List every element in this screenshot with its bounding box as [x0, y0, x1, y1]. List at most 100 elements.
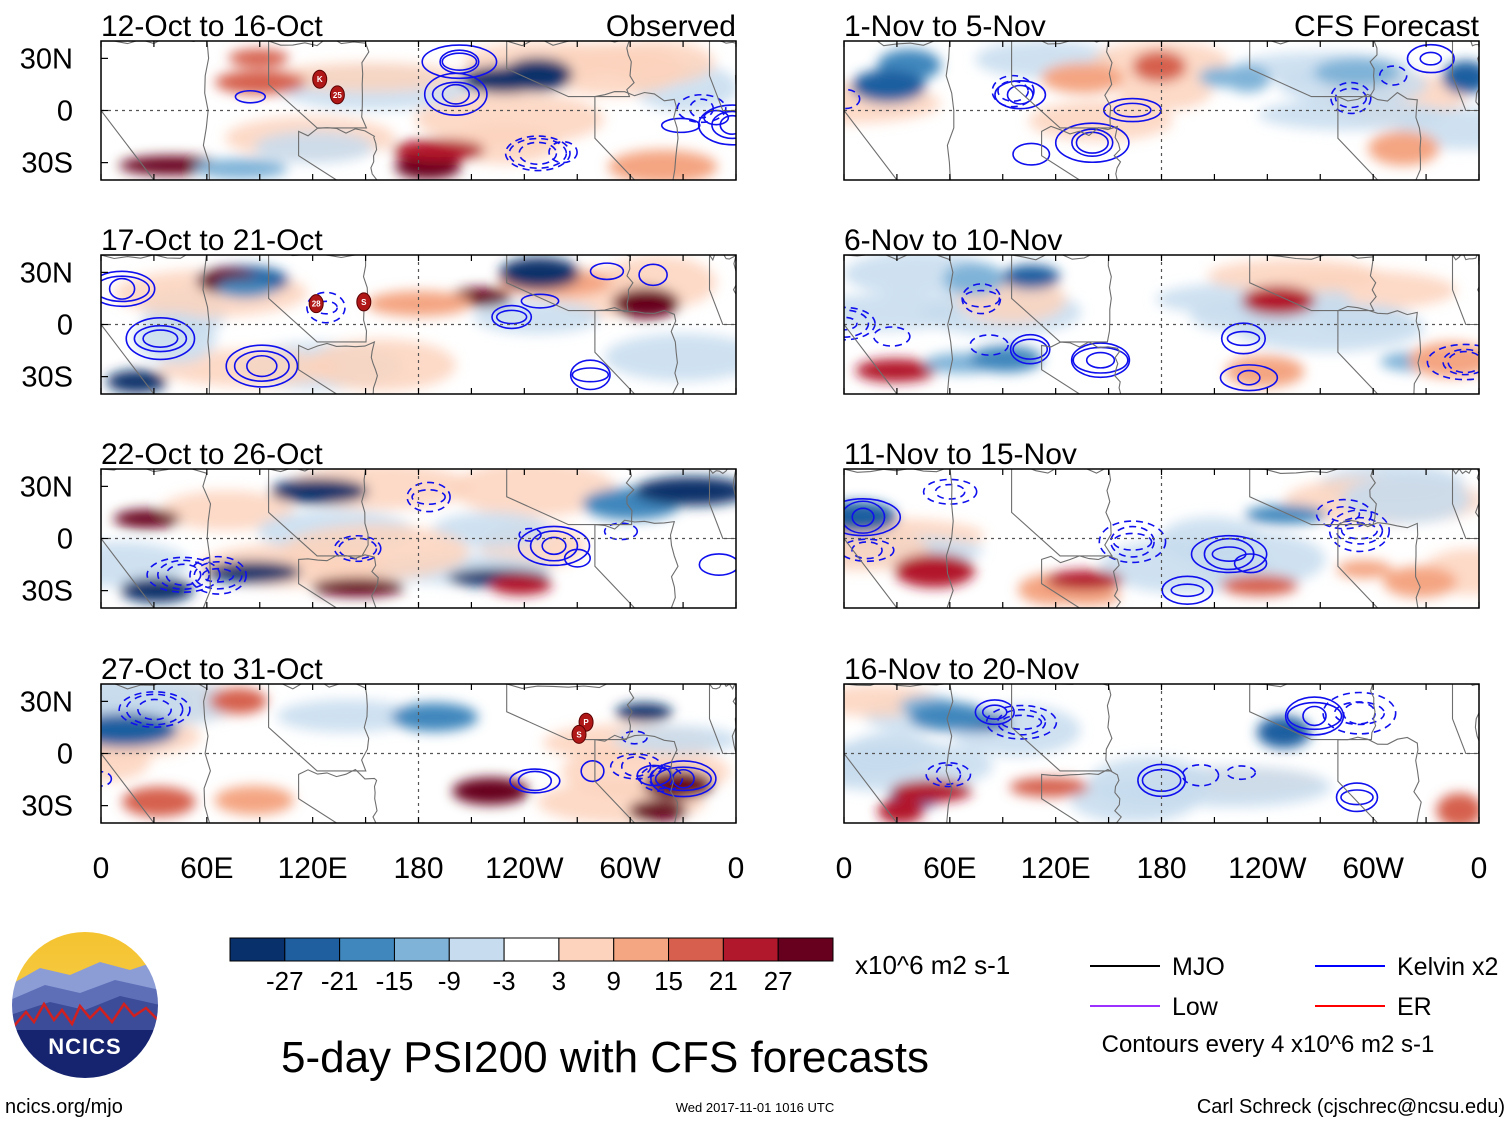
storm-marker-label: S	[361, 298, 367, 307]
kelvin-contour	[676, 93, 727, 124]
kelvin-contour	[689, 98, 715, 119]
anomaly-center	[205, 561, 302, 584]
kelvin-contour	[101, 275, 151, 303]
coastline	[506, 255, 634, 312]
anomaly-blob	[101, 738, 151, 782]
anomaly-center	[1442, 60, 1479, 95]
footer-site-link[interactable]: ncics.org/mjo	[5, 1096, 123, 1118]
kelvin-contour	[844, 88, 861, 110]
anomaly-blob	[274, 62, 464, 92]
coastline	[594, 519, 679, 608]
legend-label: ER	[1397, 993, 1432, 1021]
kelvin-contour	[411, 489, 446, 506]
kelvin-contour	[1335, 516, 1384, 545]
kelvin-contour	[234, 89, 267, 104]
kelvin-contour	[922, 478, 978, 505]
kelvin-contour	[698, 553, 736, 577]
kelvin-contour	[1012, 142, 1051, 166]
y-tick-label: 30S	[21, 576, 73, 608]
coastline	[506, 469, 635, 526]
map-panel: 11-Nov to 15-Nov	[843, 438, 1480, 609]
anomaly-center	[877, 798, 924, 823]
x-tick-label: 0	[728, 852, 745, 885]
kelvin-contour	[548, 140, 578, 164]
kelvin-contour	[1170, 583, 1205, 598]
anomaly-center	[851, 69, 926, 103]
colorbar-swatch	[339, 937, 395, 962]
anomaly-center	[942, 262, 1005, 296]
anomaly-center	[1436, 793, 1479, 823]
kelvin-contour	[441, 52, 478, 71]
anomaly-center	[894, 553, 975, 588]
psi-field	[101, 469, 736, 608]
kelvin-contour	[201, 567, 235, 583]
storm-marker: K	[312, 69, 328, 89]
kelvin-contour	[189, 555, 248, 595]
coastline	[594, 307, 679, 394]
kelvin-contour	[541, 536, 567, 556]
anomaly-center	[499, 257, 580, 290]
kelvin-contour	[1447, 350, 1479, 374]
colorbar-label: 9	[606, 966, 620, 996]
anomaly-center	[228, 49, 289, 68]
colorbar-swatch	[558, 937, 615, 962]
kelvin-contour	[844, 500, 886, 534]
y-tick-label: 30S	[21, 148, 73, 180]
kelvin-contour	[991, 74, 1035, 108]
y-tick-label: 30S	[21, 791, 73, 823]
x-tick-label: 0	[93, 852, 110, 885]
panel-period-label: 22-Oct to 26-Oct	[101, 438, 323, 471]
kelvin-contour	[697, 104, 736, 146]
kelvin-contour	[1419, 51, 1443, 66]
kelvin-contour	[431, 81, 480, 108]
kelvin-contour	[142, 329, 179, 348]
kelvin-contour	[1442, 348, 1479, 376]
coastline	[298, 768, 378, 823]
coastline	[101, 469, 212, 608]
shaded-anomalies	[101, 469, 736, 603]
panel-period-label: 11-Nov to 15-Nov	[844, 438, 1077, 471]
kelvin-contour	[571, 367, 610, 383]
y-tick-label: 0	[57, 739, 73, 771]
kelvin-contour	[1070, 342, 1131, 379]
kelvin-contour	[441, 83, 470, 105]
column-header: CFS Forecast	[1294, 10, 1480, 43]
kelvin-contour	[985, 704, 1058, 740]
colorbar-label: 21	[709, 966, 738, 996]
kelvin-contour	[1333, 701, 1386, 726]
x-tick-label: 60W	[1342, 852, 1404, 885]
y-tick-label: 0	[57, 310, 73, 342]
kelvin-contour	[1328, 509, 1391, 553]
kelvin-contour	[495, 309, 528, 325]
anomaly-blob	[1341, 475, 1471, 524]
colorbar-label: -27	[266, 966, 304, 996]
kelvin-contour	[1112, 532, 1153, 551]
kelvin-contour	[1315, 498, 1373, 530]
coastline	[1451, 469, 1479, 540]
kelvin-contour	[1190, 534, 1268, 574]
kelvin-contour	[1085, 351, 1116, 369]
kelvin-contours	[844, 283, 1479, 392]
storm-marker-label: P	[583, 718, 589, 727]
storm-marker: 25	[329, 85, 345, 105]
footer-timestamp: Wed 2017-11-01 1016 UTC	[676, 1100, 835, 1115]
kelvin-contour	[333, 534, 382, 563]
kelvin-contour	[1226, 765, 1257, 781]
anomaly-center	[270, 478, 369, 505]
kelvin-contour	[1286, 701, 1343, 731]
anomaly-center	[633, 476, 736, 506]
storm-marker-shape	[571, 724, 587, 744]
shaded-anomalies	[101, 684, 736, 823]
kelvin-contour	[1006, 84, 1034, 105]
coastline	[1337, 305, 1422, 394]
coastline	[1041, 555, 1122, 608]
x-tick-label: 0	[836, 852, 853, 885]
x-tick-label: 120E	[1021, 852, 1091, 885]
y-tick-label: 30N	[20, 471, 73, 503]
colorbar-swatch	[613, 937, 670, 962]
kelvin-contours	[925, 691, 1397, 813]
kelvin-contour	[1233, 553, 1268, 574]
colorbar-label: 3	[552, 966, 566, 996]
kelvin-contour	[580, 760, 605, 783]
anomaly-center	[1220, 574, 1299, 596]
